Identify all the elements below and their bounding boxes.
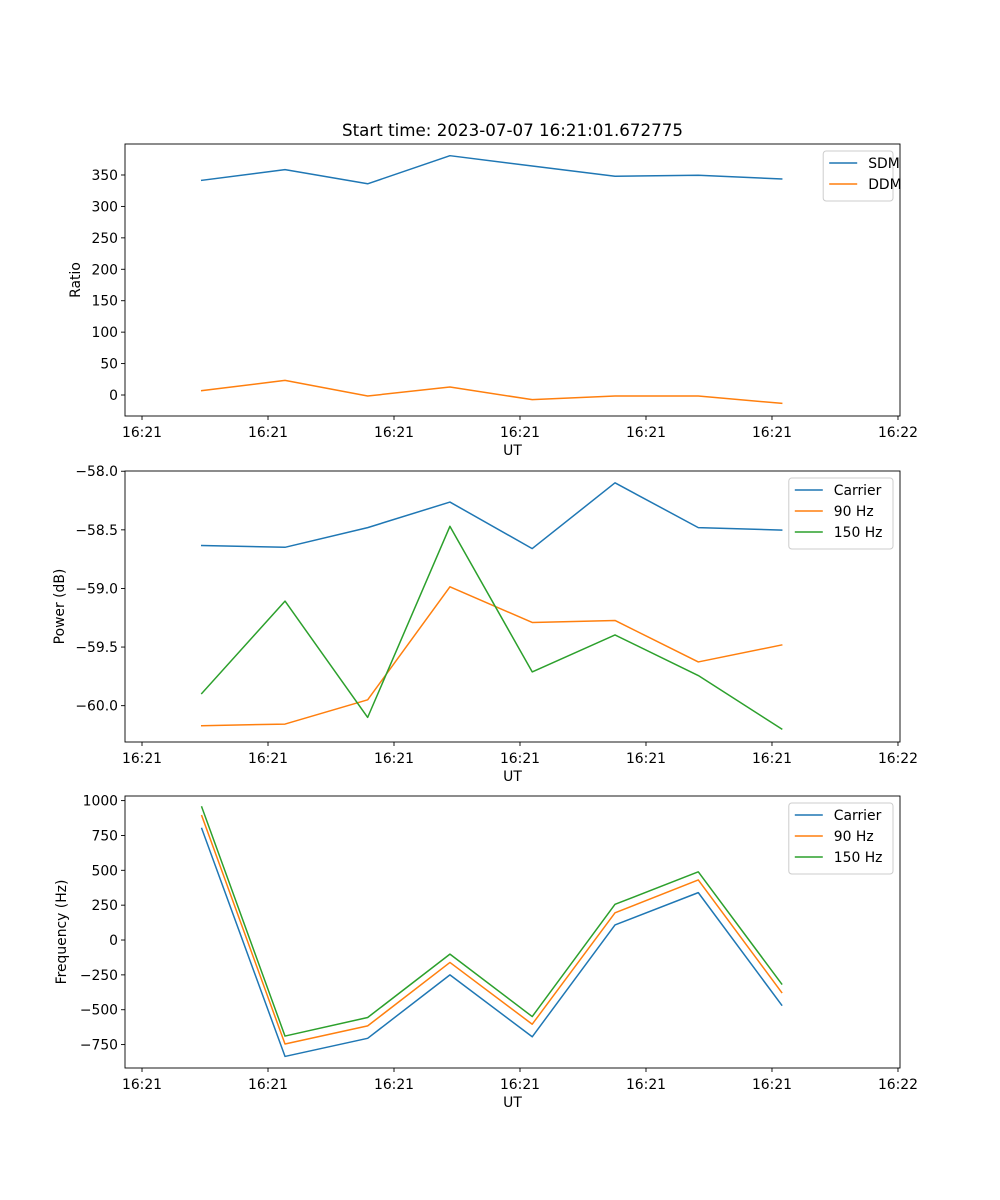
frequency-legend-label: 90 Hz	[834, 829, 874, 845]
frequency-y-tick-label: 0	[109, 933, 118, 949]
frequency-series-line-carrier	[200, 827, 783, 1058]
ratio-legend: SDM DDM	[822, 150, 902, 202]
frequency-y-axis-label: Frequency (Hz)	[54, 880, 70, 985]
power-legend-label: 150 Hz	[834, 525, 883, 541]
power-x-tick-label: 16:21	[374, 751, 414, 767]
ratio-x-tick-label: 16:22	[878, 425, 918, 441]
frequency-y-tick-label: 250	[91, 898, 118, 914]
power-axes: 16:21 16:21 16:21 16:21 16:21 16:21 16:22 UT −60…	[52, 464, 918, 785]
ratio-x-tick-label: 16:21	[626, 425, 666, 441]
ratio-legend-label: DDM	[868, 177, 901, 193]
frequency-y-tick-label: −750	[80, 1038, 118, 1054]
ratio-y-tick-label: 100	[91, 325, 118, 341]
power-series-line-90-hz	[200, 586, 783, 727]
power-x-tick-label: 16:22	[878, 751, 918, 767]
ratio-x-axis-label: UT	[503, 443, 522, 459]
power-axes-frame	[124, 470, 901, 743]
power-x-tick-label: 16:21	[248, 751, 288, 767]
frequency-y-tick-label: 500	[91, 863, 118, 879]
frequency-series-line-150-hz	[200, 806, 783, 1037]
ratio-legend-label: SDM	[868, 156, 900, 172]
power-y-axis-label: Power (dB)	[52, 569, 68, 645]
frequency-series-line-90-hz	[200, 814, 783, 1045]
ratio-y-tick-label: 50	[100, 357, 118, 373]
ratio-axes-frame	[124, 143, 901, 417]
frequency-x-tick-label: 16:21	[500, 1077, 540, 1093]
power-legend-label: Carrier	[834, 483, 882, 499]
frequency-y-tick-label: −250	[80, 968, 118, 984]
frequency-axes-frame	[124, 795, 901, 1069]
ratio-x-tick-label: 16:21	[248, 425, 288, 441]
ratio-x-tick-label: 16:21	[500, 425, 540, 441]
frequency-axes: 16:21 16:21 16:21 16:21 16:21 16:21 16:22 UT −75…	[54, 794, 918, 1111]
ratio-x-tick-label: 16:21	[374, 425, 414, 441]
ratio-x-tick-label: 16:21	[752, 425, 792, 441]
frequency-y-tick-label: 1000	[83, 794, 118, 810]
frequency-legend-label: Carrier	[834, 808, 882, 824]
frequency-y-tick-label: −500	[80, 1003, 118, 1019]
power-x-tick-label: 16:21	[500, 751, 540, 767]
ratio-y-tick-label: 200	[91, 262, 118, 278]
power-series-line-150-hz	[200, 525, 783, 731]
power-x-axis-label: UT	[503, 769, 522, 785]
figure-title: Start time: 2023-07-07 16:21:01.672775	[342, 120, 683, 140]
frequency-x-tick-label: 16:22	[878, 1077, 918, 1093]
power-y-tick-label: −60.0	[75, 699, 118, 715]
ratio-y-tick-label: 0	[109, 388, 118, 404]
ratio-series-line-sdm	[200, 154, 783, 185]
power-x-tick-label: 16:21	[752, 751, 792, 767]
ratio-axes: 16:21 16:21 16:21 16:21 16:21 16:21 16:22 UT 0 50…	[68, 143, 918, 459]
ratio-x-tick-label: 16:21	[122, 425, 162, 441]
power-x-tick-label: 16:21	[626, 751, 666, 767]
power-series-line-carrier	[200, 482, 783, 550]
frequency-legend-label: 150 Hz	[834, 850, 883, 866]
frequency-x-tick-label: 16:21	[122, 1077, 162, 1093]
ratio-series-line-ddm	[200, 379, 783, 405]
power-y-tick-label: −58.0	[75, 464, 118, 480]
frequency-x-tick-label: 16:21	[374, 1077, 414, 1093]
ratio-y-tick-label: 250	[91, 231, 118, 247]
ratio-y-tick-label: 150	[91, 294, 118, 310]
power-legend-label: 90 Hz	[834, 504, 874, 520]
frequency-x-tick-label: 16:21	[752, 1077, 792, 1093]
ratio-y-tick-label: 300	[91, 199, 118, 215]
frequency-x-axis-label: UT	[503, 1095, 522, 1111]
power-y-tick-label: −59.0	[75, 581, 118, 597]
frequency-legend: Carrier 90 Hz 150 Hz	[788, 802, 894, 875]
power-x-tick-label: 16:21	[122, 751, 162, 767]
frequency-y-tick-label: 750	[91, 828, 118, 844]
ratio-y-axis-label: Ratio	[68, 262, 84, 298]
frequency-x-tick-label: 16:21	[248, 1077, 288, 1093]
power-y-tick-label: −58.5	[75, 523, 118, 539]
frequency-x-tick-label: 16:21	[626, 1077, 666, 1093]
ratio-y-tick-label: 350	[91, 168, 118, 184]
power-legend: Carrier 90 Hz 150 Hz	[788, 477, 894, 550]
power-y-tick-label: −59.5	[75, 640, 118, 656]
